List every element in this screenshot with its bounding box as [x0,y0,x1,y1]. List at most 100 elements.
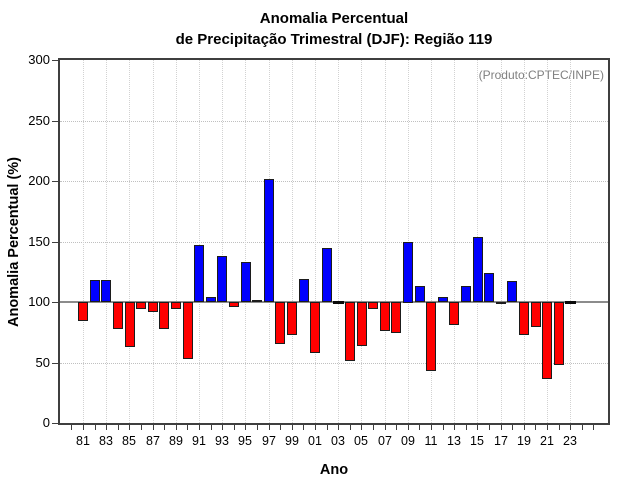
v-gridline-1999 [292,60,293,423]
x-tick-label-1981: 81 [76,434,90,448]
bar-1994 [229,302,239,307]
y-tick-label-0: 0 [42,415,50,430]
y-tick-50 [52,363,58,364]
v-gridline-1989 [176,60,177,423]
v-gridline-2009 [408,60,409,423]
x-tick-label-2019: 19 [517,434,531,448]
x-tick-label-1997: 97 [262,434,276,448]
x-tick-1997 [269,425,270,430]
bar-2001 [310,302,320,353]
bar-1981 [78,302,88,321]
x-tick-2007 [385,425,386,430]
y-tick-0 [52,423,58,424]
x-tick-label-2011: 11 [424,434,438,448]
bar-1999 [287,302,297,335]
h-gridline-50 [60,363,608,364]
bar-1990 [183,302,193,359]
bar-2013 [449,302,459,325]
x-tick-label-1995: 95 [238,434,252,448]
bar-1998 [275,302,285,344]
bar-2019 [519,302,529,335]
x-tick-label-1987: 87 [146,434,160,448]
v-gridline-2011 [431,60,432,423]
x-tick-2018 [512,425,513,430]
bar-2003 [333,301,344,304]
x-tick-1995 [245,425,246,430]
x-tick-label-2013: 13 [447,434,461,448]
bar-2005 [357,302,367,346]
bar-2007 [380,302,390,331]
x-tick-label-2001: 01 [308,434,322,448]
x-tick-1982 [95,425,96,430]
x-axis-label: Ano [319,462,349,478]
v-gridline-2005 [361,60,362,423]
v-gridline-1991 [199,60,200,423]
x-tick-1999 [292,425,293,430]
x-tick-2006 [373,425,374,430]
x-tick-1985 [129,425,130,430]
v-gridline-1985 [129,60,130,423]
v-gridline-1987 [153,60,154,423]
bar-2009 [403,242,413,303]
x-tick-1983 [106,425,107,430]
bar-2021 [542,302,552,379]
x-tick-label-1983: 83 [99,434,113,448]
x-tick-label-1989: 89 [169,434,183,448]
bar-1996 [252,300,262,302]
x-tick-2010 [419,425,420,430]
bar-1993 [217,256,227,302]
x-tick-1991 [199,425,200,430]
x-tick-1993 [222,425,223,430]
y-tick-label-100: 100 [28,294,50,309]
x-tick-label-2017: 17 [494,434,508,448]
bar-1988 [159,302,169,329]
x-tick-2009 [408,425,409,430]
x-tick-2001 [315,425,316,430]
bar-1985 [125,302,135,347]
h-gridline-150 [60,242,608,243]
x-tick-label-1991: 91 [192,434,206,448]
v-gridline-2001 [315,60,316,423]
v-gridline-2003 [338,60,339,423]
bar-2015 [473,237,483,302]
x-tick-label-1985: 85 [122,434,136,448]
v-gridline-2017 [501,60,502,423]
bar-2017 [496,302,506,304]
bar-1989 [171,302,181,309]
bar-2010 [415,286,425,302]
x-tick-1989 [176,425,177,430]
v-gridline-2021 [547,60,548,423]
v-gridline-1981 [83,60,84,423]
bar-1995 [241,262,251,302]
x-tick-2021 [547,425,548,430]
x-tick-2005 [361,425,362,430]
bar-2022 [554,302,564,365]
product-annotation: (Produto:CPTEC/INPE) [478,68,604,82]
x-tick-2022 [559,425,560,430]
x-tick-1980 [71,425,72,430]
x-tick-2004 [350,425,351,430]
bar-2020 [531,302,541,327]
x-tick-2013 [454,425,455,430]
x-tick-1998 [280,425,281,430]
bar-1986 [136,302,146,309]
bar-1982 [90,280,100,302]
x-tick-2003 [338,425,339,430]
bar-2008 [391,302,401,333]
bar-1984 [113,302,123,329]
bar-2016 [484,273,494,302]
v-gridline-2023 [570,60,571,423]
v-gridline-1995 [245,60,246,423]
x-tick-label-1999: 99 [285,434,299,448]
y-tick-label-200: 200 [28,173,50,188]
x-tick-label-1993: 93 [215,434,229,448]
y-tick-label-50: 50 [35,355,50,370]
x-tick-2023 [570,425,571,430]
bar-2011 [426,302,436,371]
chart-title-line2: de Precipitação Trimestral (DJF): Região… [175,31,493,48]
bar-1983 [101,280,111,302]
bar-1997 [264,179,274,302]
x-tick-2024 [582,425,583,430]
y-tick-100 [52,302,58,303]
x-tick-label-2005: 05 [354,434,368,448]
